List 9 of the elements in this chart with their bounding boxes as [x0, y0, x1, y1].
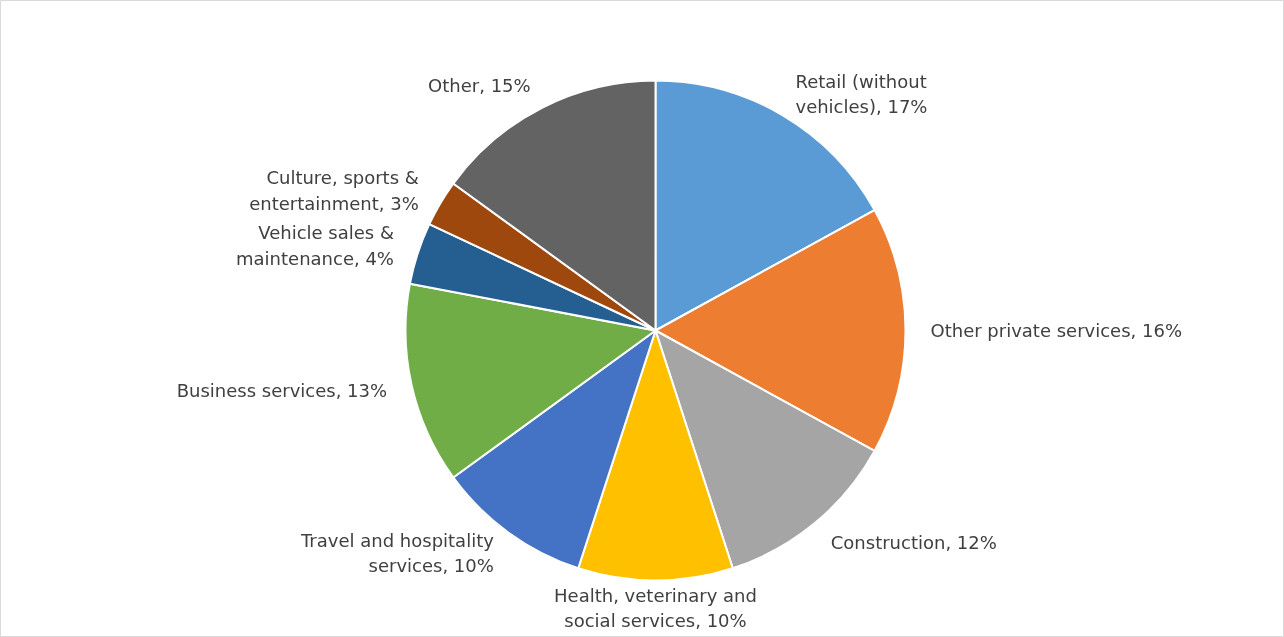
slice-label: Construction, 12%: [830, 531, 997, 553]
slice-label: Culture, sports & entertainment, 3%: [249, 167, 419, 214]
slice-label: Other private services, 16%: [930, 320, 1182, 341]
slice-label: Vehicle sales & maintenance, 4%: [236, 222, 394, 269]
slice-label: Travel and hospitality services, 10%: [300, 529, 495, 577]
slice-label: Other, 15%: [428, 74, 531, 96]
slice-label: Retail (without vehicles), 17%: [795, 70, 928, 117]
slice-label: Business services, 13%: [176, 379, 388, 401]
slice-label: Health, veterinary and social services, 10%: [554, 584, 757, 632]
